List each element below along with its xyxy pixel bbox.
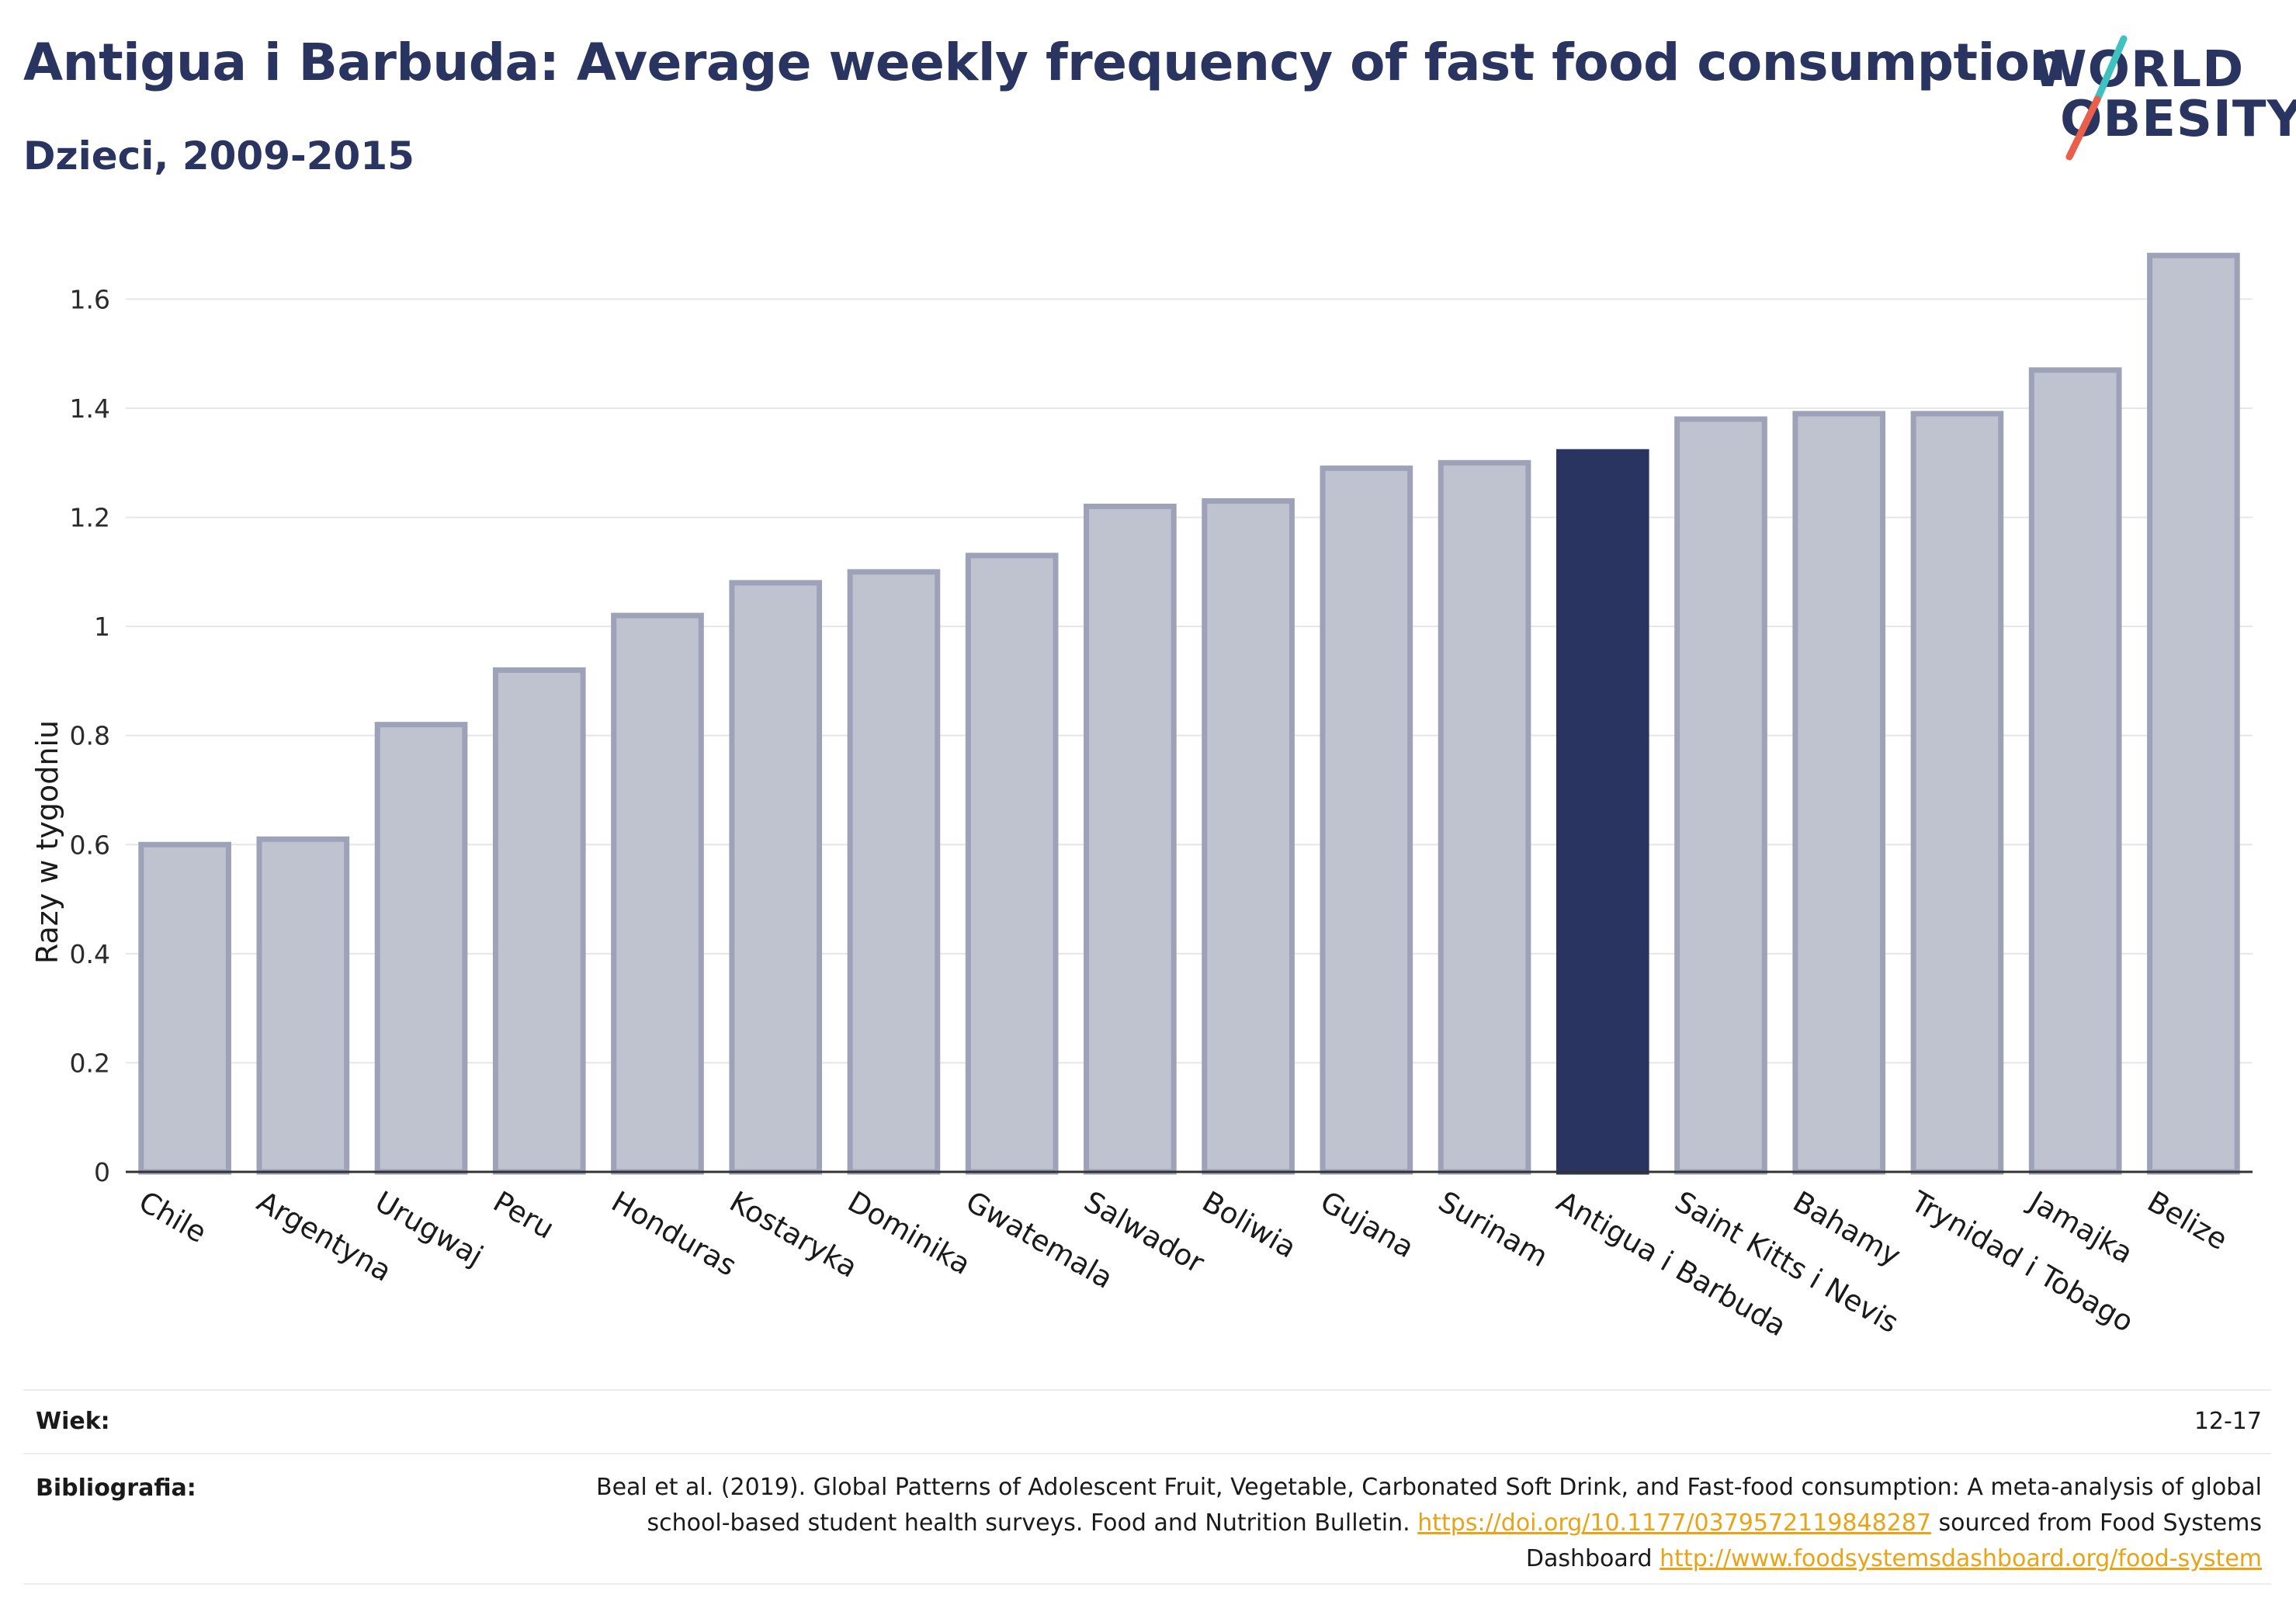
bar-gwatemala[interactable] [965,553,1059,1175]
x-tick-label: Trynidad i Tobago [1905,1184,2139,1339]
bar-urugwaj[interactable] [374,722,468,1175]
bibliography-source: sourced from Food Systems Dashboard [1525,1509,2262,1572]
bar-antigua-i-barbuda[interactable] [1556,449,1649,1175]
footer-divider [23,1453,2271,1454]
logo-slash-icon [2065,35,2128,161]
bibliography-citation: Beal et al. (2019). Global Patterns of A… [595,1474,2262,1537]
bibliography-label: Bibliografia: [36,1475,196,1502]
world-obesity-logo: WORLD OBESITY [2032,23,2296,163]
logo-text-world: WORLD [2032,41,2245,99]
x-tick-label: Boliwia [1197,1185,1302,1265]
x-tick-label: Gujana [1315,1185,1420,1265]
y-tick-label: 0.6 [70,830,110,860]
y-tick-label: 0 [94,1157,110,1187]
y-tick-label: 0.4 [70,939,110,969]
footer-bibliography-row: Bibliografia: Beal et al. (2019). Global… [23,1453,2271,1585]
gridlines [126,298,2253,1064]
x-tick-label: Peru [487,1185,560,1246]
bar-boliwia[interactable] [1202,497,1295,1175]
bar-dominika[interactable] [847,569,941,1175]
footer-divider [23,1389,2271,1391]
y-tick-label: 1.2 [70,503,110,533]
bar-belize[interactable] [2147,252,2240,1175]
bar-saint-kitts-i-nevis[interactable] [1674,416,1767,1175]
bar-honduras[interactable] [611,612,704,1175]
y-tick-label: 1.6 [70,284,110,314]
age-value: 12-17 [2194,1408,2262,1435]
bar-surinam[interactable] [1438,459,1531,1175]
bar-chile[interactable] [138,841,231,1175]
y-tick-label: 1 [94,612,110,642]
y-tick-label: 1.4 [70,393,110,424]
x-tick-label: Chile [134,1185,213,1250]
chart-subtitle: Dzieci, 2009-2015 [23,133,414,178]
bar-jamajka[interactable] [2028,367,2122,1175]
bar-bahamy[interactable] [1792,411,1886,1175]
bar-gujana[interactable] [1320,465,1413,1175]
bar-argentyna[interactable] [256,836,350,1175]
y-tick-label: 0.8 [70,721,110,751]
x-tick-label: Kostaryka [724,1185,863,1284]
y-tick-label: 0.2 [70,1048,110,1078]
footer-age-row: Wiek: 12-17 [23,1389,2271,1453]
bar-peru[interactable] [492,667,586,1175]
food-systems-link[interactable]: http://www.foodsystemsdashboard.org/food… [1660,1545,2262,1572]
bars [138,252,2240,1175]
x-tick-label: Dominika [842,1185,976,1282]
bar-kostaryka[interactable] [729,580,823,1175]
age-label: Wiek: [36,1408,110,1435]
chart-title: Antigua i Barbuda: Average weekly freque… [23,33,2066,92]
x-tick-label: Surinam [1433,1185,1553,1274]
footer-divider [23,1583,2271,1585]
x-tick-label: Honduras [606,1185,743,1283]
x-tick-label: Belize [2142,1185,2233,1257]
x-tick-label: Argentyna [251,1185,397,1288]
bibliography-text: Beal et al. (2019). Global Patterns of A… [593,1470,2262,1577]
doi-link[interactable]: https://doi.org/10.1177/0379572119848287 [1417,1509,1931,1537]
y-axis-title: Razy w tygodniu [30,720,64,964]
bar-salwador[interactable] [1084,504,1177,1175]
bar-trynidad-i-tobago[interactable] [1910,411,2004,1175]
